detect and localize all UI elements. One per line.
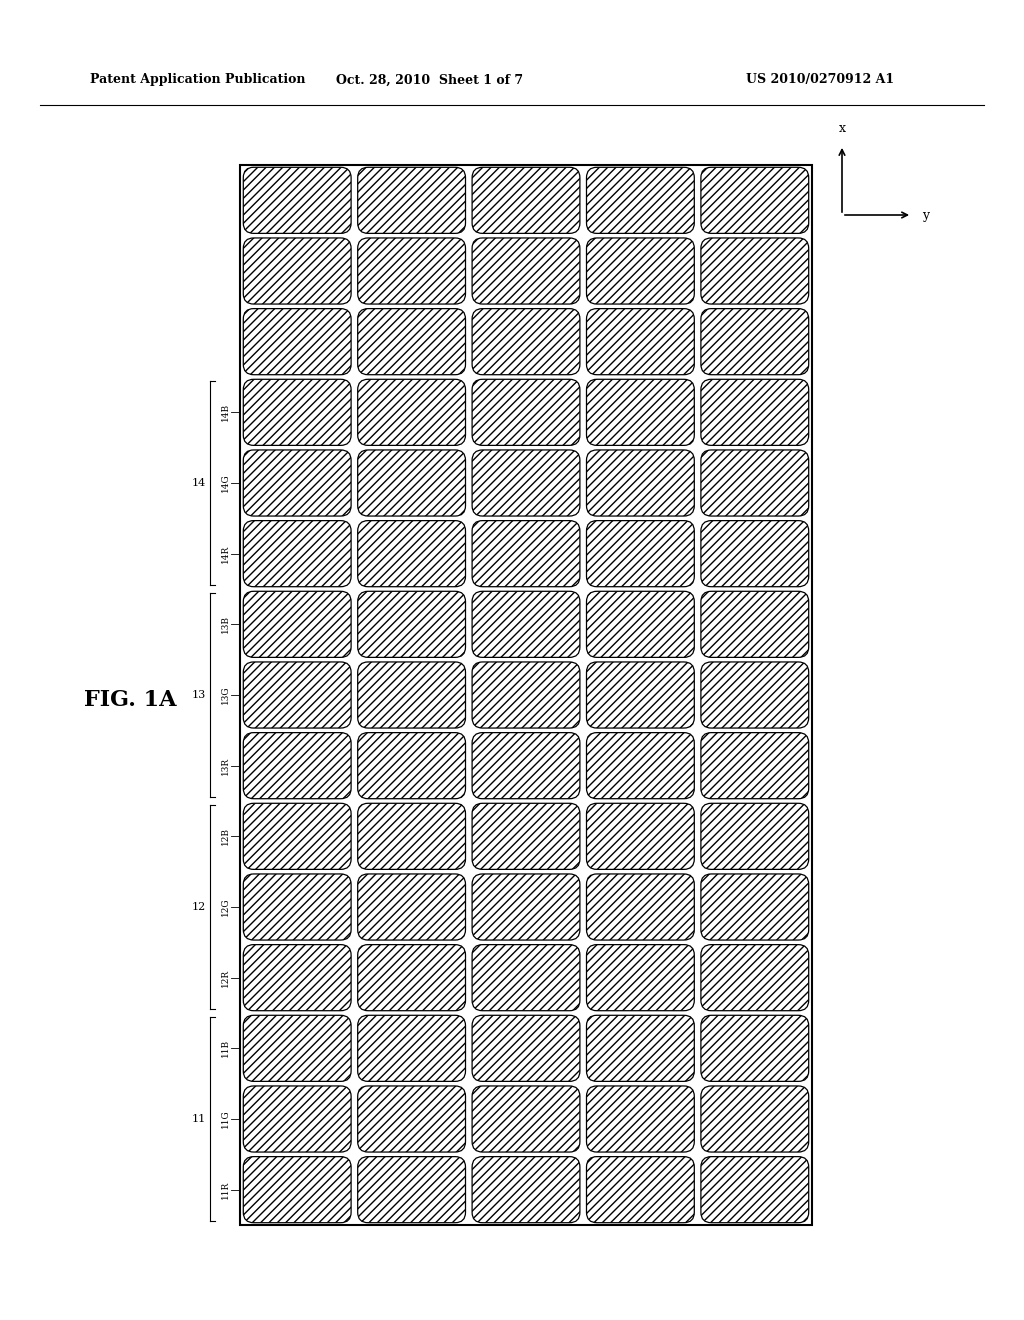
- FancyBboxPatch shape: [700, 1015, 809, 1081]
- FancyBboxPatch shape: [472, 804, 580, 870]
- FancyBboxPatch shape: [700, 733, 809, 799]
- FancyBboxPatch shape: [357, 520, 466, 586]
- FancyBboxPatch shape: [587, 874, 694, 940]
- FancyBboxPatch shape: [700, 874, 809, 940]
- FancyBboxPatch shape: [472, 733, 580, 799]
- FancyBboxPatch shape: [472, 945, 580, 1011]
- Text: y: y: [922, 209, 929, 222]
- FancyBboxPatch shape: [357, 733, 466, 799]
- FancyBboxPatch shape: [587, 309, 694, 375]
- FancyBboxPatch shape: [472, 1156, 580, 1222]
- FancyBboxPatch shape: [700, 945, 809, 1011]
- FancyBboxPatch shape: [587, 238, 694, 304]
- Text: Patent Application Publication: Patent Application Publication: [90, 74, 305, 87]
- FancyBboxPatch shape: [472, 1086, 580, 1152]
- FancyBboxPatch shape: [472, 520, 580, 586]
- FancyBboxPatch shape: [357, 591, 466, 657]
- FancyBboxPatch shape: [357, 309, 466, 375]
- FancyBboxPatch shape: [700, 661, 809, 729]
- FancyBboxPatch shape: [357, 945, 466, 1011]
- FancyBboxPatch shape: [472, 661, 580, 729]
- FancyBboxPatch shape: [587, 804, 694, 870]
- FancyBboxPatch shape: [700, 591, 809, 657]
- Text: 11B: 11B: [221, 1039, 230, 1057]
- Text: 12R: 12R: [221, 969, 230, 987]
- Text: 12G: 12G: [221, 898, 230, 916]
- FancyBboxPatch shape: [244, 379, 351, 445]
- FancyBboxPatch shape: [472, 238, 580, 304]
- FancyBboxPatch shape: [587, 1015, 694, 1081]
- FancyBboxPatch shape: [244, 450, 351, 516]
- FancyBboxPatch shape: [472, 450, 580, 516]
- Text: 14G: 14G: [221, 474, 230, 492]
- FancyBboxPatch shape: [587, 1086, 694, 1152]
- FancyBboxPatch shape: [244, 309, 351, 375]
- Text: x: x: [839, 121, 846, 135]
- FancyBboxPatch shape: [244, 1086, 351, 1152]
- FancyBboxPatch shape: [587, 733, 694, 799]
- FancyBboxPatch shape: [244, 238, 351, 304]
- FancyBboxPatch shape: [700, 520, 809, 586]
- FancyBboxPatch shape: [472, 874, 580, 940]
- FancyBboxPatch shape: [244, 874, 351, 940]
- FancyBboxPatch shape: [244, 661, 351, 729]
- FancyBboxPatch shape: [244, 168, 351, 234]
- Text: US 2010/0270912 A1: US 2010/0270912 A1: [745, 74, 894, 87]
- FancyBboxPatch shape: [700, 309, 809, 375]
- FancyBboxPatch shape: [244, 1015, 351, 1081]
- FancyBboxPatch shape: [587, 450, 694, 516]
- FancyBboxPatch shape: [587, 168, 694, 234]
- FancyBboxPatch shape: [587, 661, 694, 729]
- FancyBboxPatch shape: [472, 168, 580, 234]
- Text: 14R: 14R: [221, 545, 230, 562]
- FancyBboxPatch shape: [357, 379, 466, 445]
- FancyBboxPatch shape: [700, 804, 809, 870]
- Text: 12: 12: [191, 902, 206, 912]
- FancyBboxPatch shape: [587, 591, 694, 657]
- Text: 11R: 11R: [221, 1180, 230, 1199]
- FancyBboxPatch shape: [472, 591, 580, 657]
- FancyBboxPatch shape: [357, 804, 466, 870]
- FancyBboxPatch shape: [357, 874, 466, 940]
- Text: 14B: 14B: [221, 404, 230, 421]
- FancyBboxPatch shape: [700, 1086, 809, 1152]
- FancyBboxPatch shape: [244, 591, 351, 657]
- Text: 13G: 13G: [221, 685, 230, 705]
- FancyBboxPatch shape: [700, 1156, 809, 1222]
- FancyBboxPatch shape: [244, 733, 351, 799]
- FancyBboxPatch shape: [357, 168, 466, 234]
- FancyBboxPatch shape: [587, 379, 694, 445]
- FancyBboxPatch shape: [700, 379, 809, 445]
- Text: 11: 11: [191, 1114, 206, 1125]
- FancyBboxPatch shape: [244, 520, 351, 586]
- FancyBboxPatch shape: [700, 168, 809, 234]
- Text: Oct. 28, 2010  Sheet 1 of 7: Oct. 28, 2010 Sheet 1 of 7: [337, 74, 523, 87]
- Text: FIG. 1A: FIG. 1A: [84, 689, 176, 711]
- FancyBboxPatch shape: [700, 238, 809, 304]
- FancyBboxPatch shape: [472, 309, 580, 375]
- FancyBboxPatch shape: [587, 1156, 694, 1222]
- FancyBboxPatch shape: [700, 450, 809, 516]
- FancyBboxPatch shape: [357, 661, 466, 729]
- Bar: [240, 165, 812, 1225]
- FancyBboxPatch shape: [587, 945, 694, 1011]
- FancyBboxPatch shape: [244, 945, 351, 1011]
- Text: 14: 14: [191, 478, 206, 488]
- Text: 11G: 11G: [221, 1110, 230, 1129]
- Text: 13: 13: [191, 690, 206, 700]
- FancyBboxPatch shape: [357, 450, 466, 516]
- FancyBboxPatch shape: [587, 520, 694, 586]
- FancyBboxPatch shape: [472, 379, 580, 445]
- FancyBboxPatch shape: [472, 1015, 580, 1081]
- FancyBboxPatch shape: [357, 238, 466, 304]
- Text: 13B: 13B: [221, 615, 230, 634]
- FancyBboxPatch shape: [357, 1086, 466, 1152]
- FancyBboxPatch shape: [244, 804, 351, 870]
- Text: 12B: 12B: [221, 828, 230, 845]
- FancyBboxPatch shape: [244, 1156, 351, 1222]
- Text: 13R: 13R: [221, 756, 230, 775]
- FancyBboxPatch shape: [357, 1015, 466, 1081]
- FancyBboxPatch shape: [357, 1156, 466, 1222]
